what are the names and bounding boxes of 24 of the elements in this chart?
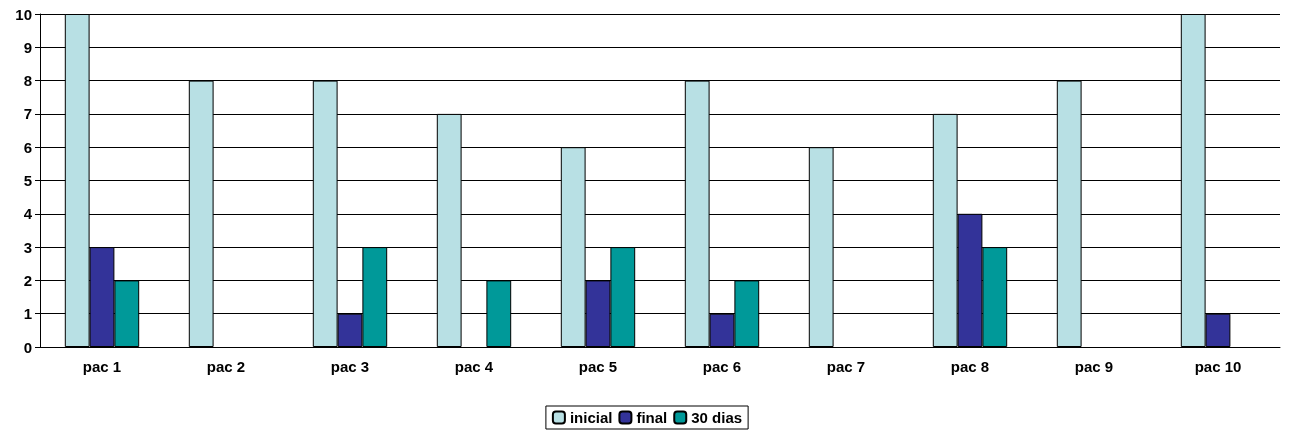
y-tick-label: 3 — [23, 238, 32, 256]
legend-label: 30 dias — [691, 409, 743, 426]
y-tick-label: 2 — [23, 271, 32, 289]
x-tick-label: pac 8 — [950, 358, 990, 375]
x-tick-label: pac 9 — [1074, 358, 1114, 375]
y-tick-label: 1 — [23, 305, 32, 323]
y-tick-label: 5 — [23, 172, 32, 189]
x-tick-label: pac 6 — [702, 358, 742, 375]
x-tick-label: pac 3 — [330, 358, 370, 375]
legend-label: final — [636, 409, 668, 426]
y-tick-label: 6 — [23, 138, 32, 156]
x-tick-label: pac 4 — [454, 358, 494, 375]
x-tick-label: pac 7 — [826, 358, 866, 375]
y-tick-label: 10 — [15, 5, 32, 23]
x-tick-label: pac 2 — [206, 358, 246, 375]
x-tick-label: pac 10 — [1194, 358, 1242, 375]
y-tick-label: 0 — [23, 338, 32, 356]
y-tick-label: 7 — [23, 105, 32, 123]
y-tick-label: 4 — [23, 205, 33, 223]
x-tick-label: pac 5 — [578, 358, 618, 375]
y-tick-label: 9 — [23, 38, 32, 56]
legend-label: inicial — [569, 409, 613, 426]
y-tick-label: 8 — [23, 72, 32, 90]
x-tick-label: pac 1 — [82, 358, 122, 375]
